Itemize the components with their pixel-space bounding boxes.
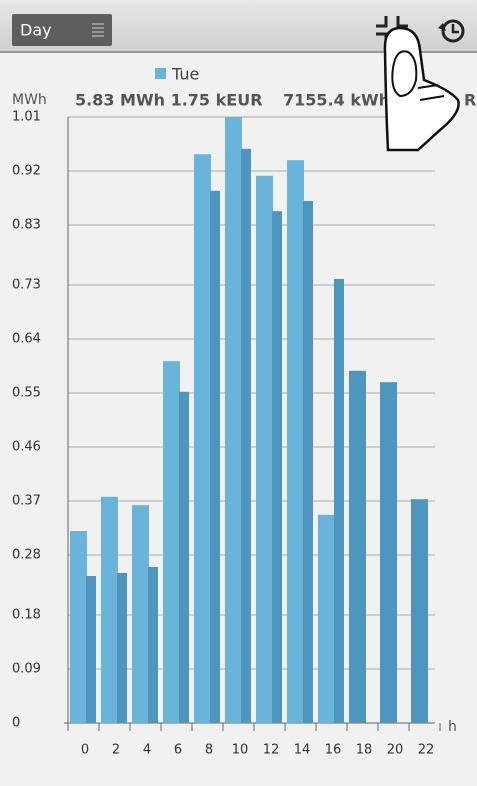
x-tick-label: 10 xyxy=(232,743,249,758)
y-tick-label: 0.37 xyxy=(12,494,41,509)
bar xyxy=(380,382,397,723)
x-axis-title: h xyxy=(448,719,457,735)
y-tick-label: 0.92 xyxy=(12,164,41,179)
y-tick-label: 0 xyxy=(12,716,20,731)
bar xyxy=(132,505,149,723)
y-tick-label: 0.18 xyxy=(12,608,41,623)
bar xyxy=(163,361,180,723)
y-tick-label: 1.01 xyxy=(12,110,41,125)
bar xyxy=(349,370,366,723)
x-tick-label: 14 xyxy=(294,743,311,758)
bar xyxy=(272,211,282,723)
bar xyxy=(334,279,344,723)
legend-swatch xyxy=(155,68,166,79)
x-tick-label: 6 xyxy=(174,743,182,758)
y-tick-label: 0.73 xyxy=(12,278,41,293)
bar xyxy=(179,391,189,723)
bar xyxy=(70,531,87,723)
bar xyxy=(210,190,220,724)
x-tick-label: 2 xyxy=(112,743,120,758)
summary: 7155.4 kWh 2 xyxy=(283,91,407,110)
x-tick-label: 20 xyxy=(387,743,404,758)
bar xyxy=(241,148,251,724)
y-tick-label: 0.83 xyxy=(12,218,41,233)
x-tick-label: 16 xyxy=(325,743,342,758)
x-tick-label: 18 xyxy=(356,743,373,758)
y-tick-label: 0.09 xyxy=(12,662,41,677)
bar xyxy=(256,175,273,724)
y-tick-label: 0.28 xyxy=(12,548,41,563)
y-axis-title: MWh xyxy=(12,92,47,108)
bar xyxy=(86,576,96,723)
dropdown-box[interactable] xyxy=(12,14,112,46)
y-tick-label: 0.46 xyxy=(12,440,41,455)
bar xyxy=(194,154,211,723)
x-tick-label: 22 xyxy=(418,743,435,758)
summary: R xyxy=(464,91,476,110)
touch-hand xyxy=(383,26,460,152)
x-tick-label: 4 xyxy=(143,743,151,758)
x-tick-label: 12 xyxy=(263,743,280,758)
bar xyxy=(225,117,242,723)
bar xyxy=(411,499,428,723)
bar xyxy=(303,201,313,723)
bar xyxy=(117,573,127,723)
bar xyxy=(148,567,158,723)
bar xyxy=(318,514,335,723)
period-dropdown[interactable]: Day xyxy=(12,14,112,46)
dropdown-icon xyxy=(92,23,104,37)
fullscreen-exit-icon[interactable] xyxy=(376,16,408,44)
x-tick-label: 0 xyxy=(81,743,89,758)
legend-label: Tue xyxy=(171,65,199,84)
summary: 5.83 MWh 1.75 kEUR xyxy=(75,91,263,110)
bar xyxy=(101,496,118,723)
x-tick-label: 8 xyxy=(205,743,213,758)
dropdown-label[interactable]: Day xyxy=(20,21,52,40)
bar xyxy=(287,160,304,723)
y-tick-label: 0.55 xyxy=(12,386,41,401)
y-tick-label: 0.64 xyxy=(12,332,41,347)
history-icon[interactable] xyxy=(438,19,465,43)
chart: Tue MWh 5.83 MWh 1.75 kEUR 7155.4 kWh 2 R 0 0.… xyxy=(12,65,476,758)
